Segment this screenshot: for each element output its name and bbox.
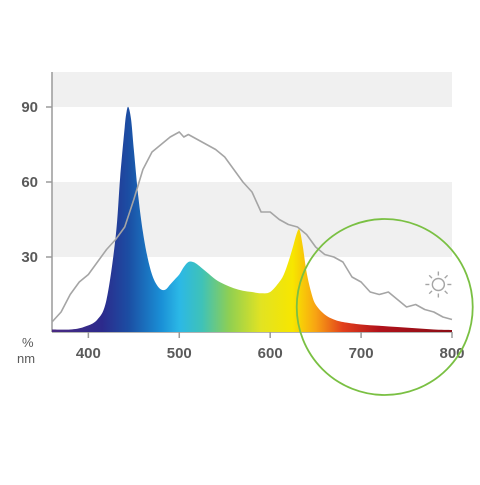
y-tick-labels: 30 60 90: [21, 99, 52, 266]
y-unit-label: %: [22, 335, 34, 350]
x-unit-label: nm: [17, 351, 35, 366]
x-tick-labels: 400 500 600 700 800: [76, 332, 465, 362]
sun-ray: [444, 274, 449, 279]
x-tick-label: 600: [258, 345, 283, 362]
spectrum-area: [52, 106, 452, 332]
sun-icon: [425, 271, 452, 298]
y-tick-label: 30: [21, 249, 38, 266]
sun-ray: [428, 290, 433, 295]
x-tick-label: 700: [349, 345, 374, 362]
sun-ray: [444, 290, 449, 295]
background-bands: [52, 72, 452, 257]
x-tick-label: 400: [76, 345, 101, 362]
y-tick-label: 60: [21, 174, 38, 191]
y-band-2: [52, 72, 452, 107]
highlight-circle: [295, 218, 474, 396]
y-tick-label: 90: [21, 99, 38, 116]
sun-core: [431, 277, 446, 292]
sun-ray: [428, 274, 433, 279]
x-tick-label: 800: [439, 345, 464, 362]
reference-spectrum-line: [51, 131, 453, 323]
x-tick-label: 500: [167, 345, 192, 362]
